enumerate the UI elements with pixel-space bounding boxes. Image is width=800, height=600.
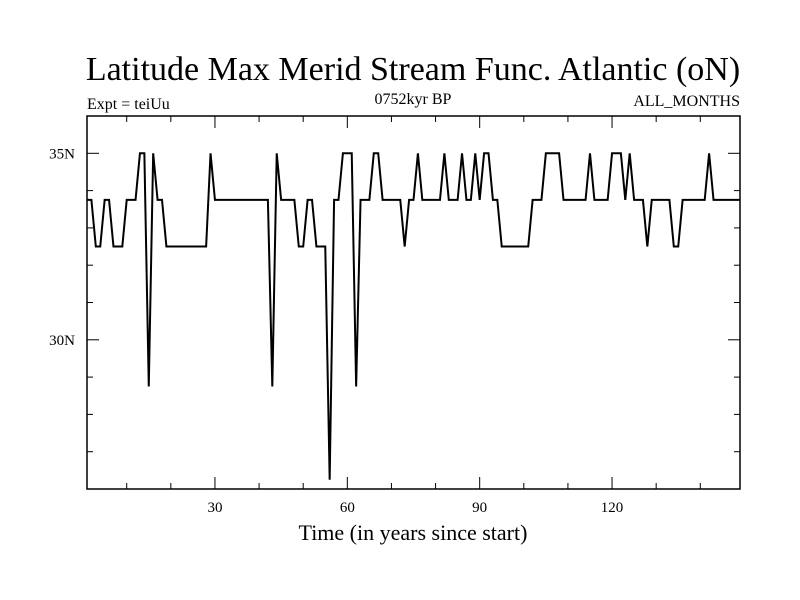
experiment-label: Expt = teiUu [87, 96, 170, 113]
period-label: 0752kyr BP [375, 91, 452, 108]
chart-title: Latitude Max Merid Stream Func. Atlantic… [86, 51, 740, 88]
x-tick-label: 120 [601, 500, 624, 516]
x-tick-label: 60 [340, 500, 355, 516]
months-label: ALL_MONTHS [633, 93, 740, 110]
series-line [87, 152, 740, 480]
axis-tick-labels: 30 60 90 120 30N 35N [49, 146, 623, 516]
x-tick-label: 30 [207, 500, 222, 516]
x-axis-label: Time (in years since start) [299, 520, 528, 545]
y-tick-label: 35N [49, 146, 75, 162]
y-tick-label: 30N [49, 333, 75, 349]
plot-frame [86, 115, 741, 490]
axis-ticks [87, 115, 740, 489]
x-tick-label: 90 [472, 500, 487, 516]
